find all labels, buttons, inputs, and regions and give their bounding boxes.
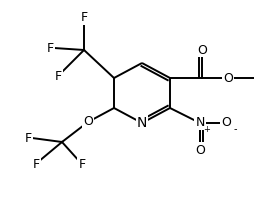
Text: F: F [33,157,40,170]
Text: O: O [195,143,205,157]
Text: +: + [203,124,210,133]
Text: F: F [24,131,31,145]
Text: N: N [195,116,205,129]
Text: O: O [221,116,231,129]
Text: -: - [233,124,237,134]
Text: O: O [83,116,93,128]
Text: O: O [197,44,207,56]
Text: F: F [78,157,86,170]
Text: F: F [46,41,54,54]
Text: F: F [81,12,88,24]
Text: F: F [54,70,61,82]
Text: O: O [223,72,233,85]
Text: N: N [137,116,147,130]
